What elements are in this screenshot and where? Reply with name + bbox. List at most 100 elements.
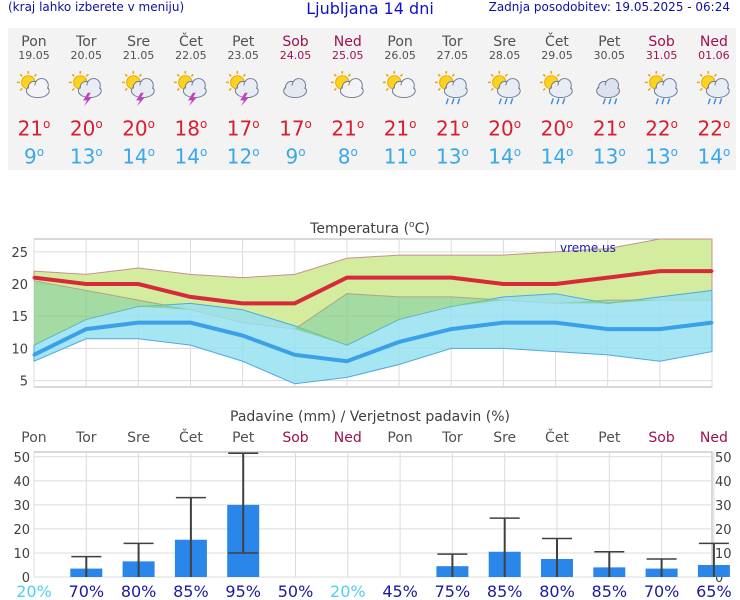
menu-hint[interactable]: (kraj lahko izberete v meniju): [8, 0, 185, 14]
cloud-rain-icon: [583, 70, 635, 105]
probability-label: 20%: [16, 582, 52, 600]
y-tick-label: 5: [20, 375, 28, 390]
min-temp-point: [397, 340, 401, 344]
max-temp-point: [136, 282, 140, 286]
min-temp-point: [84, 327, 88, 331]
min-temp-line: [33, 320, 713, 364]
max-temp-point: [188, 295, 192, 299]
temp-max: 21o: [331, 116, 365, 141]
probability-label: 80%: [539, 582, 575, 600]
max-temp-point: [554, 282, 558, 286]
y-tick-label: 20: [11, 278, 28, 293]
x-tick-label: Pon: [387, 430, 412, 446]
max-temp-point: [293, 301, 297, 305]
temp-min: 14o: [540, 144, 574, 169]
day-column: Sob 24.05 17o 9o: [270, 28, 322, 167]
cloud-icon: [270, 70, 322, 104]
page-title: Ljubljana 14 dni: [306, 0, 434, 18]
max-temp-line: [33, 269, 712, 306]
min-temp-band: [33, 289, 713, 385]
day-column: Tor 27.05 21o 13o: [426, 28, 478, 167]
max-temp-point: [241, 301, 245, 305]
min-temp-point: [501, 321, 505, 325]
day-column: Ned 25.05 21o 8o: [322, 28, 374, 167]
band-overlap: [34, 280, 712, 346]
y-tick-label-right: 30: [715, 499, 732, 514]
x-tick-label: Sob: [282, 430, 308, 446]
sun-cloud-storm-icon: [217, 70, 269, 107]
day-column: Sre 28.05 20o 14o: [479, 28, 531, 167]
day-name: Ned: [333, 34, 362, 50]
day-column: Pon 19.05 21o 9o: [8, 28, 60, 167]
day-date: 22.05: [175, 49, 207, 62]
sun-cloud-rain-icon: [531, 70, 583, 105]
day-date: 24.05: [279, 49, 312, 62]
sun-cloud-icon: [374, 70, 426, 104]
temp-min: 14o: [174, 144, 208, 169]
probability-label: 45%: [382, 582, 418, 600]
day-date: 26.05: [384, 49, 416, 62]
temp-min: 9o: [23, 144, 45, 169]
y-tick-label-right: 50: [715, 451, 732, 466]
min-temp-point: [293, 353, 297, 357]
max-temp-point: [345, 276, 349, 280]
last-updated: Zadnja posodobitev: 19.05.2025 - 06:24: [488, 0, 730, 14]
x-tick-label: Tor: [75, 430, 97, 446]
temp-min: 14o: [122, 144, 155, 169]
day-name: Ned: [699, 34, 728, 50]
temp-min: 14o: [697, 144, 731, 169]
y-tick-label: 50: [13, 451, 30, 466]
day-name: Pet: [598, 34, 621, 50]
probability-label: 95%: [225, 582, 261, 600]
x-tick-label: Sob: [648, 430, 674, 446]
temp-max: 21o: [383, 116, 417, 141]
watermark: vreme.us: [560, 241, 616, 255]
temp-min: 9o: [285, 144, 306, 169]
temp-max: 21o: [17, 116, 51, 141]
temp-max: 17o: [226, 116, 260, 141]
day-column: Ned 01.06 22o 14o: [688, 28, 740, 167]
day-name: Tor: [442, 34, 463, 50]
probability-label: 20%: [330, 582, 366, 600]
temperature-chart: 5 10 15 20 25 Temperatura (oC) vreme.us: [11, 220, 714, 390]
probability-label: 80%: [121, 582, 157, 600]
day-column: Sre 21.05 20o 14o: [113, 28, 165, 167]
probability-label: 70%: [644, 582, 680, 600]
x-tick-label: Ned: [334, 430, 362, 446]
min-temp-point: [241, 334, 245, 338]
y-tick-label: 20: [13, 523, 30, 538]
max-temp-point: [84, 282, 88, 286]
sun-cloud-icon: [8, 70, 60, 104]
probability-label: 85%: [592, 582, 628, 600]
min-temp-point: [136, 321, 140, 325]
temp-max: 20o: [488, 116, 522, 141]
plot-area: [33, 451, 713, 578]
min-temp-point: [606, 327, 610, 331]
max-temp-point: [658, 269, 662, 273]
x-tick-label: Ned: [700, 430, 728, 446]
min-temp-point: [188, 321, 192, 325]
day-name: Sob: [648, 34, 675, 50]
day-date: 20.05: [70, 49, 103, 62]
sun-cloud-rain-icon: [426, 70, 478, 105]
y-tick-label: 15: [11, 310, 28, 325]
day-column: Čet 29.05 20o 14o: [531, 28, 583, 167]
temp-min: 13o: [435, 144, 469, 169]
sun-cloud-rain-icon: [688, 70, 740, 105]
day-date: 31.05: [645, 49, 678, 62]
max-temp-point: [449, 276, 453, 280]
probability-label: 75%: [435, 582, 471, 600]
x-tick-label: Pon: [21, 430, 46, 446]
day-column: Tor 20.05 20o 13o: [60, 28, 112, 167]
day-column: Pon 26.05 21o 11o: [374, 28, 426, 167]
x-tick-label: Čet: [179, 428, 203, 446]
x-tick-label: Sre: [493, 430, 516, 446]
sun-cloud-storm-icon: [113, 70, 165, 107]
day-date: 21.05: [122, 49, 155, 62]
min-temp-point: [32, 353, 36, 357]
temp-max: 21o: [435, 116, 469, 141]
x-tick-label: Čet: [545, 428, 569, 446]
y-tick-label: 30: [13, 499, 30, 514]
y-tick-label-right: 20: [715, 523, 732, 538]
temp-min: 8o: [337, 144, 358, 169]
